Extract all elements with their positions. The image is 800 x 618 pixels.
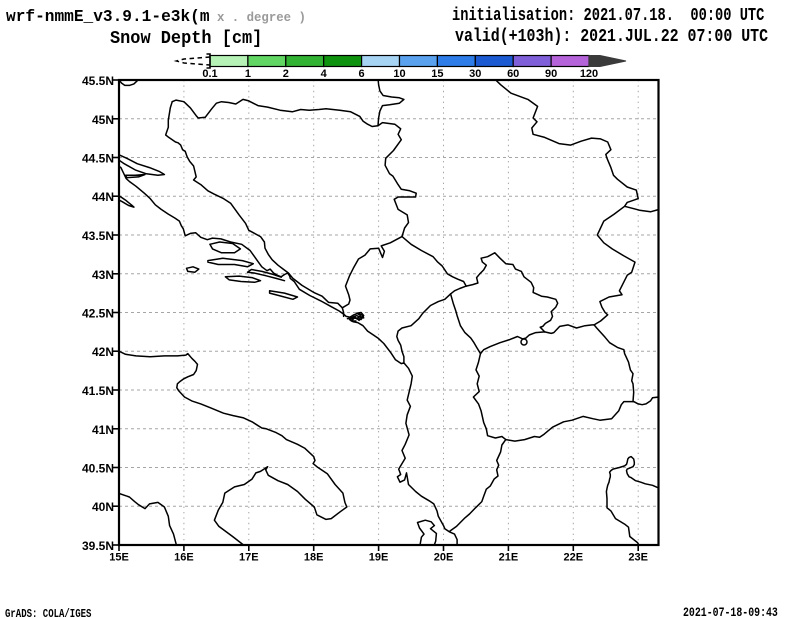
svg-text:120: 120 [580,68,598,80]
svg-text:42.5N: 42.5N [82,307,114,321]
svg-text:17E: 17E [239,552,259,564]
svg-text:18E: 18E [304,552,324,564]
svg-text:45N: 45N [92,113,114,127]
svg-text:0.1: 0.1 [202,68,217,80]
svg-text:16E: 16E [174,552,194,564]
svg-text:43.5N: 43.5N [82,229,114,243]
svg-text:40N: 40N [92,500,114,514]
svg-text:43N: 43N [92,268,114,282]
svg-text:6: 6 [359,68,365,80]
svg-text:44.5N: 44.5N [82,152,114,166]
svg-text:90: 90 [545,68,557,80]
svg-text:41N: 41N [92,423,114,437]
svg-text:22E: 22E [564,552,584,564]
svg-text:15E: 15E [109,552,129,564]
svg-text:15: 15 [431,68,443,80]
svg-text:44N: 44N [92,190,114,204]
svg-text:19E: 19E [369,552,389,564]
svg-text:40.5N: 40.5N [82,462,114,476]
svg-text:10: 10 [393,68,405,80]
svg-text:30: 30 [469,68,481,80]
svg-text:23E: 23E [628,552,648,564]
svg-text:20E: 20E [434,552,454,564]
svg-text:21E: 21E [499,552,519,564]
svg-text:4: 4 [321,68,328,80]
svg-text:41.5N: 41.5N [82,384,114,398]
svg-text:60: 60 [507,68,519,80]
svg-text:1: 1 [245,68,251,80]
svg-text:39.5N: 39.5N [82,539,114,553]
svg-text:42N: 42N [92,345,114,359]
svg-text:2: 2 [283,68,289,80]
svg-text:45.5N: 45.5N [82,74,114,88]
